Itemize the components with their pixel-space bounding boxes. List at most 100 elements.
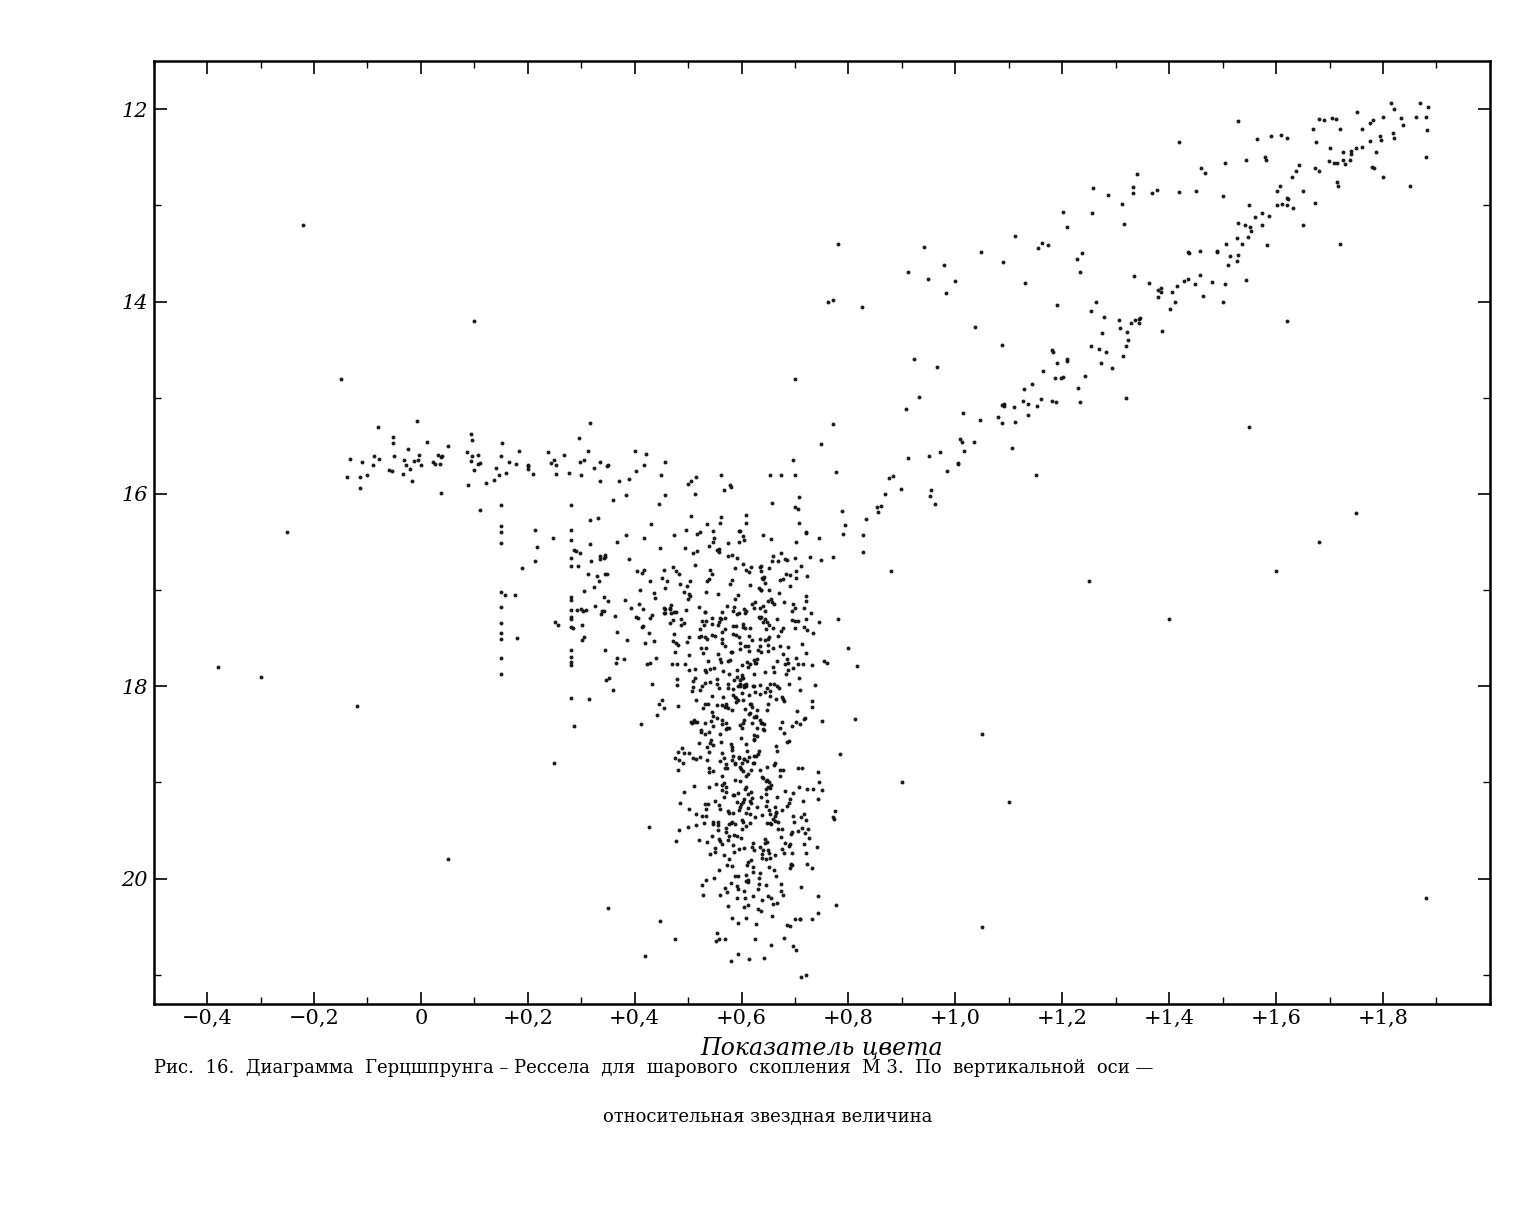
Point bbox=[624, 607, 648, 627]
Point bbox=[788, 967, 813, 987]
Point bbox=[624, 461, 648, 481]
Point bbox=[759, 935, 783, 955]
Point bbox=[409, 455, 433, 475]
Point bbox=[562, 716, 587, 736]
Point bbox=[770, 569, 794, 589]
Point bbox=[1316, 152, 1341, 171]
Point bbox=[1177, 244, 1201, 263]
Point bbox=[662, 929, 687, 949]
Point bbox=[710, 622, 734, 641]
Point bbox=[651, 699, 676, 718]
Point bbox=[647, 493, 671, 513]
Point bbox=[659, 654, 684, 673]
Point bbox=[406, 450, 430, 470]
Point bbox=[338, 449, 362, 469]
Point bbox=[1413, 108, 1438, 127]
Point bbox=[347, 479, 372, 498]
Point bbox=[783, 497, 808, 517]
Point bbox=[923, 494, 948, 514]
Point bbox=[694, 629, 719, 649]
Point bbox=[633, 633, 657, 652]
Point bbox=[711, 661, 736, 681]
Point bbox=[544, 464, 568, 483]
Point bbox=[676, 818, 700, 837]
Point bbox=[684, 804, 708, 824]
Point bbox=[578, 412, 602, 432]
Point bbox=[731, 838, 756, 858]
Point bbox=[1183, 181, 1207, 201]
Point bbox=[745, 797, 770, 816]
Point bbox=[730, 810, 754, 830]
Point bbox=[687, 627, 711, 646]
Point bbox=[753, 567, 777, 586]
Point bbox=[748, 556, 773, 575]
Point bbox=[763, 803, 788, 823]
Point bbox=[455, 442, 479, 461]
Point bbox=[733, 699, 757, 718]
Point bbox=[700, 532, 725, 552]
Point bbox=[765, 894, 790, 913]
Point bbox=[806, 772, 831, 792]
Point bbox=[710, 715, 734, 734]
Point bbox=[1303, 193, 1327, 213]
Point bbox=[773, 548, 797, 568]
Point bbox=[708, 831, 733, 851]
Point bbox=[1078, 301, 1103, 321]
Point bbox=[754, 875, 779, 895]
Point bbox=[1157, 610, 1181, 629]
Point bbox=[783, 612, 808, 632]
Point bbox=[402, 450, 427, 470]
Point bbox=[757, 813, 782, 832]
Point bbox=[779, 858, 803, 878]
Point bbox=[728, 797, 753, 816]
Point bbox=[714, 777, 739, 797]
Point bbox=[1146, 288, 1170, 307]
Point bbox=[852, 509, 877, 529]
Point bbox=[748, 676, 773, 695]
Point bbox=[760, 638, 785, 657]
Point bbox=[714, 596, 739, 616]
Point bbox=[746, 607, 771, 627]
Point bbox=[1041, 343, 1066, 362]
Point bbox=[727, 945, 751, 965]
Point bbox=[708, 608, 733, 628]
Point bbox=[1120, 313, 1144, 333]
Point bbox=[680, 672, 705, 692]
Point bbox=[1163, 293, 1187, 312]
Point bbox=[734, 742, 759, 761]
Point bbox=[1146, 280, 1170, 300]
Point bbox=[717, 475, 742, 494]
Point bbox=[656, 572, 680, 591]
Point bbox=[516, 457, 541, 476]
Point bbox=[748, 643, 773, 662]
Point bbox=[697, 759, 722, 778]
Point bbox=[588, 471, 613, 491]
Point bbox=[688, 720, 713, 739]
Point bbox=[725, 879, 750, 898]
Point bbox=[696, 761, 720, 781]
Point bbox=[746, 741, 771, 760]
Point bbox=[766, 551, 791, 570]
Point bbox=[1235, 228, 1260, 247]
Point bbox=[733, 778, 757, 798]
Point bbox=[694, 737, 719, 756]
Point bbox=[425, 446, 450, 465]
Point bbox=[968, 410, 992, 430]
Point bbox=[1226, 245, 1250, 264]
Point bbox=[734, 803, 759, 823]
Point bbox=[1264, 181, 1289, 201]
Point bbox=[989, 395, 1014, 415]
Point bbox=[788, 681, 813, 700]
Point bbox=[651, 599, 676, 618]
Point bbox=[851, 542, 876, 562]
Point bbox=[711, 846, 736, 865]
Point bbox=[1055, 349, 1080, 368]
Point bbox=[653, 599, 677, 618]
Point bbox=[765, 742, 790, 761]
Point bbox=[727, 603, 751, 623]
Point bbox=[730, 666, 754, 685]
Point bbox=[774, 914, 799, 934]
Point bbox=[707, 829, 731, 848]
Point bbox=[800, 655, 825, 674]
Point bbox=[642, 630, 667, 650]
